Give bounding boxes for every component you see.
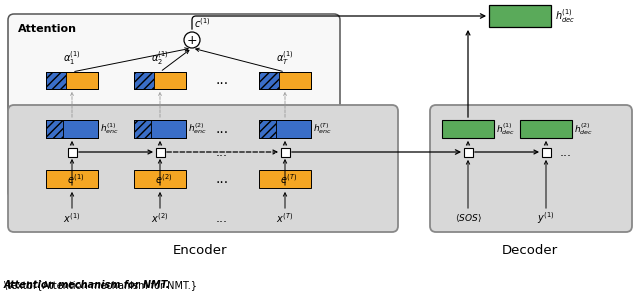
Text: ...: ... xyxy=(216,122,228,136)
Text: $h_{enc}^{(1)}$: $h_{enc}^{(1)}$ xyxy=(100,121,119,137)
Text: $e^{(1)}$: $e^{(1)}$ xyxy=(67,172,84,186)
Bar xyxy=(280,147,289,156)
Bar xyxy=(67,147,77,156)
Text: $e^{(2)}$: $e^{(2)}$ xyxy=(156,172,173,186)
Text: \textbf{Attention mechanism for NMT.}: \textbf{Attention mechanism for NMT.} xyxy=(4,280,197,290)
Text: ...: ... xyxy=(216,73,228,87)
Text: ...: ... xyxy=(560,146,572,159)
Bar xyxy=(66,72,98,89)
Text: ...: ... xyxy=(216,146,228,159)
FancyBboxPatch shape xyxy=(430,105,632,232)
Text: Encoder: Encoder xyxy=(173,243,227,256)
Text: ...: ... xyxy=(216,211,228,224)
Bar xyxy=(63,120,98,138)
Circle shape xyxy=(184,32,200,48)
Bar xyxy=(46,120,98,138)
Text: $\alpha_2^{(1)}$: $\alpha_2^{(1)}$ xyxy=(151,49,169,67)
Text: Attention: Attention xyxy=(18,24,77,34)
Bar xyxy=(46,170,98,188)
Bar xyxy=(134,72,186,89)
Bar xyxy=(134,170,186,188)
FancyBboxPatch shape xyxy=(8,105,398,232)
Text: $\alpha_T^{(1)}$: $\alpha_T^{(1)}$ xyxy=(276,49,294,67)
Text: $h_{dec}^{(1)}$: $h_{dec}^{(1)}$ xyxy=(555,7,575,25)
Bar xyxy=(150,120,186,138)
Text: $x^{(2)}$: $x^{(2)}$ xyxy=(151,211,169,225)
Text: $\alpha_1^{(1)}$: $\alpha_1^{(1)}$ xyxy=(63,49,81,67)
Text: $\langle SOS \rangle$: $\langle SOS \rangle$ xyxy=(454,213,481,223)
Bar xyxy=(134,72,154,89)
Text: $h_{dec}^{(2)}$: $h_{dec}^{(2)}$ xyxy=(574,121,593,137)
Bar xyxy=(134,120,186,138)
Text: $y^{(1)}$: $y^{(1)}$ xyxy=(537,210,555,226)
Bar xyxy=(276,120,311,138)
Bar xyxy=(489,5,551,27)
Text: $h_{dec}^{(1)}$: $h_{dec}^{(1)}$ xyxy=(496,121,515,137)
Text: Attention mechanism for NMT.: Attention mechanism for NMT. xyxy=(4,280,170,290)
Bar xyxy=(46,72,66,89)
Bar xyxy=(520,120,572,138)
Bar xyxy=(134,120,150,138)
Text: $c^{(1)}$: $c^{(1)}$ xyxy=(194,16,211,30)
Bar xyxy=(156,147,164,156)
Text: $h_{enc}^{(T)}$: $h_{enc}^{(T)}$ xyxy=(313,121,332,137)
FancyBboxPatch shape xyxy=(8,14,340,198)
Text: $e^{(T)}$: $e^{(T)}$ xyxy=(280,172,298,186)
Bar xyxy=(541,147,550,156)
Bar xyxy=(279,72,311,89)
Text: $+$: $+$ xyxy=(186,34,198,47)
Bar xyxy=(259,72,279,89)
Bar xyxy=(259,170,311,188)
Bar xyxy=(46,120,63,138)
Bar xyxy=(154,72,186,89)
Bar xyxy=(259,120,276,138)
Bar xyxy=(259,72,311,89)
Text: Decoder: Decoder xyxy=(502,243,558,256)
Text: $x^{(1)}$: $x^{(1)}$ xyxy=(63,211,81,225)
Bar xyxy=(46,72,98,89)
Text: $h_{enc}^{(2)}$: $h_{enc}^{(2)}$ xyxy=(188,121,207,137)
Bar xyxy=(442,120,494,138)
Bar xyxy=(463,147,472,156)
Bar xyxy=(259,120,311,138)
Text: ...: ... xyxy=(216,172,228,186)
Text: $x^{(T)}$: $x^{(T)}$ xyxy=(276,211,294,225)
